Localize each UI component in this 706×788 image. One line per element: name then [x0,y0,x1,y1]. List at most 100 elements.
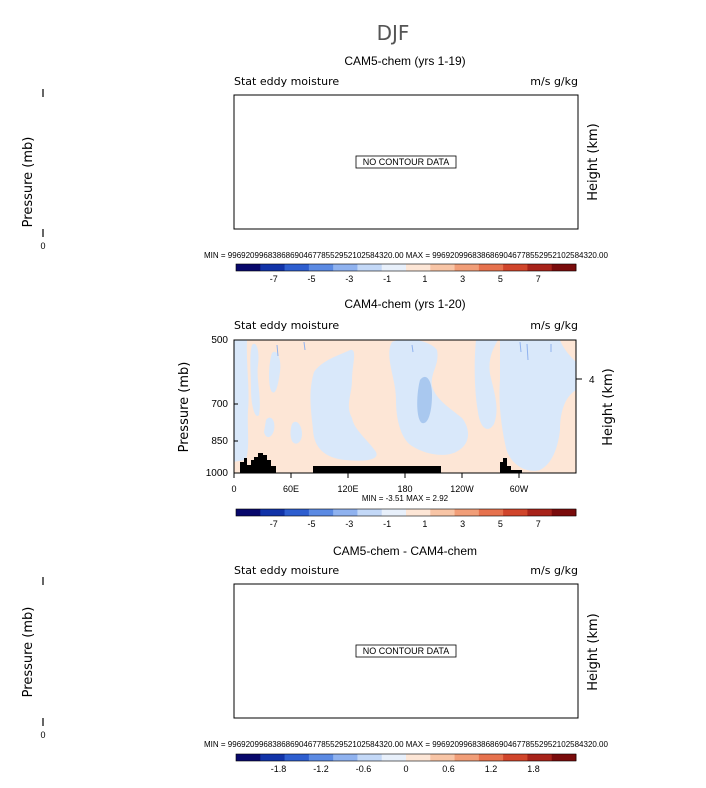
colorbar-label: -3 [345,274,353,284]
panel-3-title: CAM5-chem - CAM4-chem [333,544,477,558]
ytick-label-1000: 1000 [206,468,229,479]
panel-1-ylabel: Pressure (mb) [21,137,36,228]
colorbar-label: -1 [383,519,391,529]
panel-1-message: NO CONTOUR DATA [363,157,450,167]
colorbar-label: 1.2 [485,764,498,774]
colorbar-swatch [406,754,431,761]
colorbar-swatch [236,264,261,271]
terrain-pacific [313,466,441,473]
panel-2-units: m/s g/kg [530,319,578,332]
panel-3-variable: Stat eddy moisture [234,564,339,577]
contour-tick [276,344,279,357]
panel-1-variable: Stat eddy moisture [234,75,339,88]
negative-region-30e [269,351,281,393]
panel-2-ylabel: Pressure (mb) [177,362,192,453]
ytick-right-label-4: 4 [589,375,595,386]
panel-2-colorbar: -7 -5 -3 -1 1 3 5 7 [235,508,577,529]
colorbar-swatch [527,264,553,271]
panel-2-ylabel-right: Height (km) [601,368,616,445]
colorbar-swatch [551,754,577,761]
colorbar-border [235,263,577,272]
colorbar-swatch [551,264,577,271]
colorbar-swatch [236,754,261,761]
xtick-label-180: 180 [397,484,412,494]
colorbar-swatch [333,754,358,761]
colorbar-label: -1.2 [313,764,329,774]
colorbar-swatch [430,264,455,271]
panel-3-units: m/s g/kg [530,564,578,577]
xtick-label-60e: 60E [283,484,299,494]
panel-3-ytick-label: 0 [40,730,45,740]
colorbar-swatch [357,264,383,271]
panel-2-stats: MIN = -3.51 MAX = 2.92 [362,494,449,503]
colorbar-swatch [430,754,455,761]
panel-1-title: CAM5-chem (yrs 1-19) [344,54,465,68]
colorbar-swatch [357,754,383,761]
negative-core-region [417,376,432,424]
colorbar-swatch [478,754,504,761]
colorbar-label: 0 [403,764,408,774]
negative-region-west [234,340,249,462]
negative-region-100e [310,349,377,461]
colorbar-swatch [308,264,334,271]
panel-3-stats: MIN = 9969209968386869046778552952102584… [204,740,608,749]
colorbar-swatch [503,754,528,761]
colorbar-swatch [308,509,334,516]
terrain-andes [500,458,522,473]
colorbar-swatch [454,754,480,761]
panel-3-ylabel-right: Height (km) [586,613,601,690]
xtick-label-0: 0 [231,484,236,494]
colorbar-label: 7 [536,519,541,529]
negative-region-10e [250,343,260,416]
panel-cam5: CAM5-chem (yrs 1-19) Stat eddy moisture … [21,54,609,284]
colorbar-swatch [260,754,285,761]
panel-3-ylabel: Pressure (mb) [21,607,36,698]
panel-1-plot-frame [233,94,579,230]
negative-region-patch-a [290,421,302,444]
panel-cam4: CAM4-chem (yrs 1-20) Stat eddy moisture … [177,297,616,529]
contour-tick [519,341,522,353]
panel-1-units: m/s g/kg [530,75,578,88]
contour-tick [303,341,306,351]
xtick-label-120e: 120E [337,484,358,494]
panel-3-plot-frame [233,583,579,719]
colorbar-swatch [478,509,504,516]
colorbar-swatch [430,509,455,516]
page-title: DJF [377,21,410,45]
contour-tick [526,343,529,361]
colorbar-swatch [478,264,504,271]
colorbar-label: -5 [308,274,316,284]
colorbar-swatch [333,509,358,516]
xtick-label-120w: 120W [450,484,474,494]
colorbar-swatch [406,509,431,516]
colorbar-swatch [284,509,310,516]
panel-1-message-box [355,155,457,169]
ytick-label-850: 850 [211,436,228,447]
panel-1-colorbar: -7 -5 -3 -1 1 3 5 7 [235,263,577,284]
panel-3-colorbar: -1.8 -1.2 -0.6 0 0.6 1.2 1.8 [235,753,577,774]
colorbar-swatch [308,754,334,761]
colorbar-swatch [454,264,480,271]
colorbar-swatch [333,264,358,271]
panel-difference: CAM5-chem - CAM4-chem Stat eddy moisture… [21,544,609,774]
colorbar-swatch [357,509,383,516]
colorbar-label: 3 [460,274,465,284]
colorbar-label: -3 [345,519,353,529]
colorbar-label: -1.8 [271,764,287,774]
colorbar-swatch [284,754,310,761]
xtick-label-60w: 60W [510,484,529,494]
colorbar-swatch [381,754,407,761]
panel-1-ytick-label: 0 [40,241,45,251]
colorbar-swatch [260,264,285,271]
colorbar-swatch [406,264,431,271]
panel-1-stats: MIN = 9969209968386869046778552952102584… [204,251,608,260]
colorbar-label: -7 [270,519,278,529]
contour-tick [411,344,414,353]
panel-2-xaxis: 0 60E 120E 180 120W 60W [231,473,529,494]
colorbar-swatch [527,754,553,761]
colorbar-swatch [503,264,528,271]
colorbar-label: 1 [422,274,427,284]
ytick-label-500: 500 [211,335,228,346]
colorbar-label: 3 [460,519,465,529]
